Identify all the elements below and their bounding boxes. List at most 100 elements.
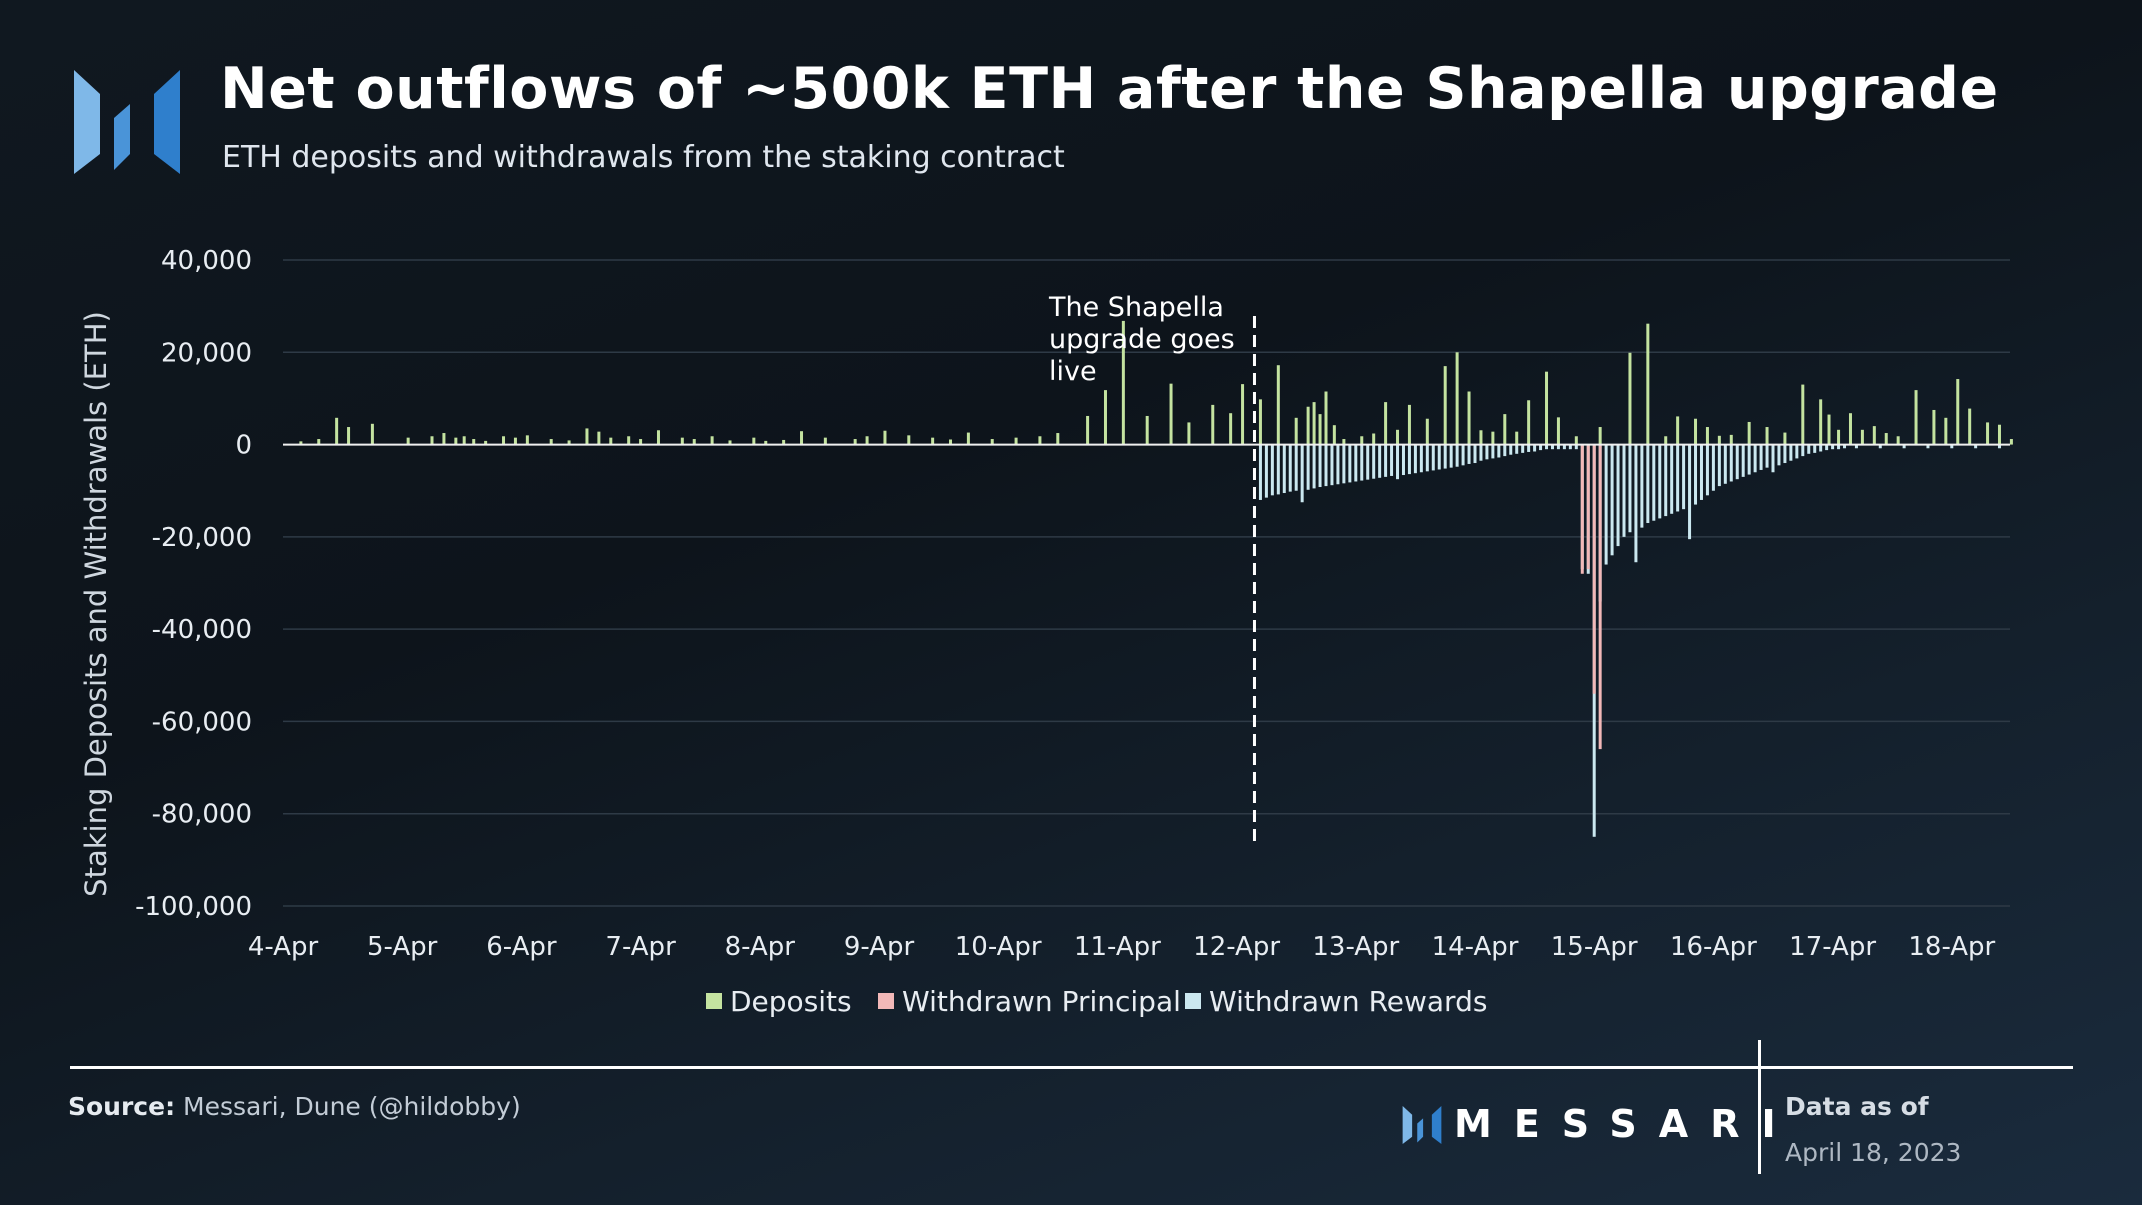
bar-deposits — [1038, 436, 1042, 445]
bar-withdrawn-rewards — [1378, 444, 1382, 478]
bar-deposits — [1944, 417, 1948, 445]
bar-deposits — [1676, 416, 1680, 445]
bar-withdrawn-rewards — [1753, 444, 1757, 473]
x-tick-label: 14-Apr — [1432, 932, 1519, 962]
bar-withdrawn-rewards — [1318, 444, 1322, 488]
bar-deposits — [1479, 430, 1483, 445]
bar-deposits — [406, 437, 410, 445]
bar-deposits — [1819, 399, 1823, 445]
bar-withdrawn-rewards — [1628, 444, 1632, 533]
x-tick-label: 11-Apr — [1074, 932, 1161, 962]
bar-deposits — [1407, 404, 1411, 445]
messari-logo-icon — [74, 70, 180, 174]
bar-withdrawn-rewards — [1950, 444, 1954, 449]
bar-withdrawn-rewards — [1562, 444, 1566, 450]
bar-deposits — [454, 437, 458, 445]
bar-withdrawn-rewards — [1610, 444, 1614, 556]
bar-deposits — [1914, 390, 1918, 445]
bar-withdrawn-rewards — [1509, 444, 1513, 455]
bar-deposits — [347, 427, 351, 445]
bar-deposits — [949, 439, 953, 445]
bar-deposits — [1783, 432, 1787, 445]
bar-deposits — [335, 417, 339, 445]
bar-withdrawn-rewards — [1264, 444, 1268, 498]
bar-deposits — [525, 435, 529, 445]
bar-deposits — [800, 431, 804, 445]
bar-deposits — [2009, 439, 2013, 445]
logo-left-bar — [74, 70, 100, 174]
bar-withdrawn-rewards — [1574, 444, 1578, 450]
bar-deposits — [442, 433, 446, 445]
bar-withdrawn-rewards — [1360, 444, 1364, 481]
bar-deposits — [1187, 422, 1191, 445]
data-as-of-date: April 18, 2023 — [1785, 1138, 1962, 1167]
bar-withdrawn-rewards — [1997, 444, 2001, 449]
bar-withdrawn-rewards — [1437, 444, 1441, 470]
bar-deposits — [1169, 383, 1173, 445]
x-tick-label: 4-Apr — [248, 932, 319, 962]
logo-right-bar — [154, 70, 180, 174]
bar-withdrawn-rewards — [1843, 444, 1847, 449]
bar-deposits — [883, 430, 887, 445]
bar-deposits — [1765, 427, 1769, 445]
bar-deposits — [1455, 352, 1459, 445]
bar-withdrawn-rewards — [1306, 444, 1310, 490]
bar-withdrawn-rewards — [1372, 444, 1376, 479]
bar-withdrawn-principal — [1586, 444, 1590, 570]
x-tick-label: 17-Apr — [1789, 932, 1876, 962]
bar-withdrawn-rewards — [1902, 444, 1906, 449]
bar-withdrawn-rewards — [1807, 444, 1811, 454]
bar-withdrawn-rewards — [1819, 444, 1823, 452]
bar-withdrawn-rewards — [1825, 444, 1829, 451]
bar-deposits — [782, 439, 786, 445]
bar-deposits — [462, 436, 466, 445]
bar-withdrawn-rewards — [1658, 444, 1662, 519]
bar-withdrawn-rewards — [1401, 444, 1405, 476]
y-tick-label: 0 — [235, 431, 252, 461]
bar-withdrawn-rewards — [1396, 444, 1400, 480]
x-tick-label: 13-Apr — [1312, 932, 1399, 962]
x-tick-label: 15-Apr — [1551, 932, 1638, 962]
bar-deposits — [1384, 402, 1388, 445]
messari-footer-logo-icon — [1402, 1106, 1442, 1144]
bar-deposits — [656, 430, 660, 445]
bar-deposits — [1443, 366, 1447, 445]
bar-withdrawn-rewards — [1461, 444, 1465, 466]
bar-deposits — [907, 435, 911, 445]
x-tick-label: 9-Apr — [844, 932, 915, 962]
bar-deposits — [502, 436, 506, 445]
bar-deposits — [680, 437, 684, 445]
bar-withdrawn-rewards — [1485, 444, 1489, 460]
bar-withdrawn-rewards — [1813, 444, 1817, 453]
y-tick-label: -20,000 — [152, 523, 252, 553]
bar-withdrawn-rewards — [1777, 444, 1781, 466]
bar-withdrawn-rewards — [1390, 444, 1394, 476]
bar-deposits — [990, 439, 994, 445]
bar-withdrawn-rewards — [1258, 444, 1262, 500]
bar-withdrawn-rewards — [1646, 444, 1650, 524]
bar-withdrawn-rewards — [1765, 444, 1769, 468]
shapella-annotation: The Shapella upgrade goes live — [1048, 292, 1235, 387]
x-tick-label: 18-Apr — [1908, 932, 1995, 962]
bar-withdrawn-principal — [1580, 444, 1584, 574]
y-tick-label: -60,000 — [152, 707, 252, 737]
bar-deposits — [639, 439, 643, 445]
bar-deposits — [1324, 391, 1328, 445]
chart-bars — [299, 320, 2013, 837]
bar-deposits — [1425, 418, 1429, 445]
x-tick-label: 5-Apr — [367, 932, 438, 962]
bar-withdrawn-rewards — [1407, 444, 1411, 475]
bar-withdrawn-rewards — [1831, 444, 1835, 450]
bar-withdrawn-rewards — [1747, 444, 1751, 475]
logo-middle-bar — [114, 104, 130, 170]
x-tick-label: 16-Apr — [1670, 932, 1757, 962]
bar-deposits — [1956, 379, 1960, 445]
bar-withdrawn-rewards — [1676, 444, 1680, 512]
source-label: Source: — [68, 1092, 176, 1121]
bar-withdrawn-rewards — [1717, 444, 1721, 487]
bar-deposits — [1491, 431, 1495, 445]
bar-deposits — [1396, 429, 1400, 445]
bar-withdrawn-rewards — [1521, 444, 1525, 453]
bar-withdrawn-rewards — [1652, 444, 1656, 521]
bar-deposits — [430, 436, 434, 445]
